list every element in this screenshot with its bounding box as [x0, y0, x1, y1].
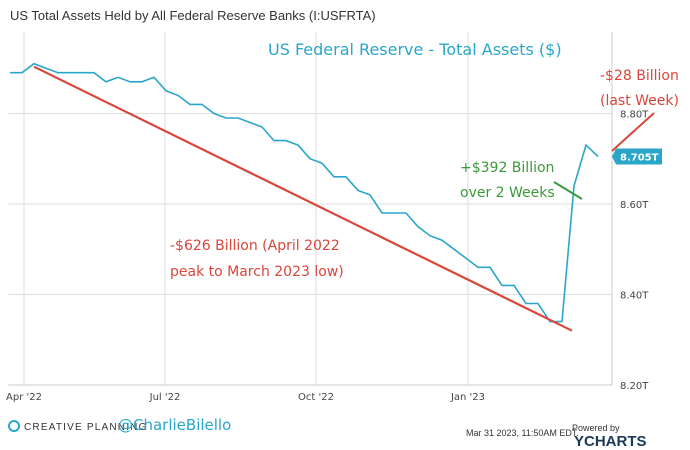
chart-title: US Total Assets Held by All Federal Rese…: [10, 8, 376, 23]
y-tick-label: 8.80T: [620, 109, 649, 120]
y-tick-label: 8.20T: [620, 381, 649, 392]
creative-planning-logo-icon: [8, 420, 20, 432]
series-line: [10, 62, 599, 323]
powered-by: Powered by YCHARTS: [572, 423, 690, 450]
brand: CREATIVE PLANNING: [8, 420, 148, 433]
brand-name: CREATIVE PLANNING: [24, 422, 148, 433]
week-annotation-line1: -$28 Billion: [600, 68, 679, 84]
y-tick-label: 8.40T: [620, 290, 649, 301]
surge-annotation-line: [553, 181, 583, 200]
week-annotation-line2: (last Week): [600, 93, 679, 109]
surge-annotation-line2: over 2 Weeks: [460, 185, 555, 201]
y-tick-label: 8.60T: [620, 200, 649, 211]
x-tick-label: Apr '22: [6, 392, 42, 403]
decline-trend-line: [33, 65, 573, 332]
x-tick-label: Jan '23: [450, 392, 485, 403]
grid: [8, 32, 612, 386]
x-axis-ticks: Apr '22 Jul '22 Oct '22 Jan '23: [6, 392, 485, 403]
surge-annotation-line1: +$392 Billion: [460, 160, 554, 176]
last-value-badge-bg: [612, 148, 662, 165]
decline-annotation-line1: -$626 Billion (April 2022: [170, 238, 340, 254]
x-tick-label: Oct '22: [298, 392, 334, 403]
y-axis-ticks: 8.20T 8.40T 8.60T 8.80T: [620, 109, 649, 392]
footer: CREATIVE PLANNING @CharlieBilello Mar 31…: [0, 415, 690, 450]
ycharts-logo: YCHARTS: [574, 433, 647, 450]
timestamp: Mar 31 2023, 11:50AM EDT.: [466, 428, 579, 438]
decline-annotation-line2: peak to March 2023 low): [170, 264, 344, 280]
week-annotation-line: [611, 112, 655, 152]
series-label: US Federal Reserve - Total Assets ($): [268, 40, 562, 59]
last-value-label: 8.705T: [620, 152, 659, 163]
powered-by-text: Powered by: [572, 423, 620, 433]
x-tick-label: Jul '22: [149, 392, 181, 403]
last-value-badge: 8.705T: [612, 148, 662, 165]
line-chart: 8.20T 8.40T 8.60T 8.80T Apr '22 Jul '22 Oct '…: [6, 32, 679, 403]
author-handle: @CharlieBilello: [118, 416, 232, 434]
